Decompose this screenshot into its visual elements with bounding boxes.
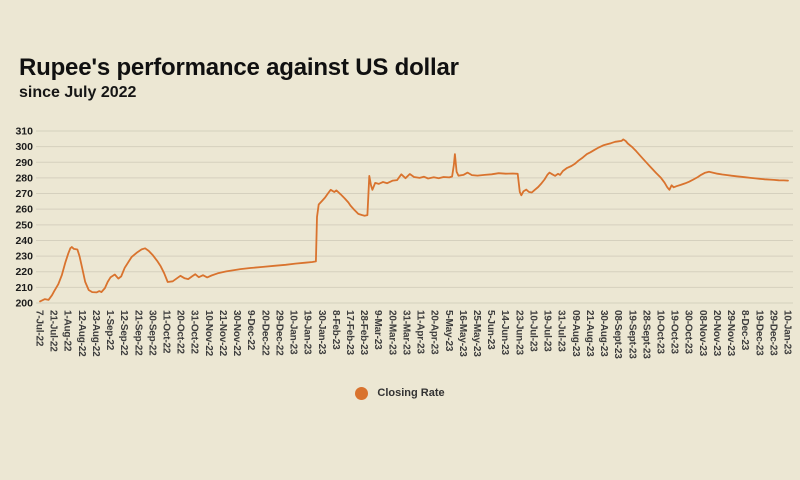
x-axis-tick-label: 21-Nov-22 <box>217 310 228 357</box>
y-axis-tick-label: 290 <box>15 157 33 169</box>
chart-header: Rupee's performance against US dollar si… <box>19 55 459 102</box>
x-axis-tick-label: 10-Oct-23 <box>654 310 665 354</box>
x-axis-tick-label: 12-Aug-22 <box>76 310 87 357</box>
page-title: Rupee's performance against US dollar <box>19 54 459 81</box>
x-axis-tick-label: 31-Oct-22 <box>189 310 200 354</box>
x-axis-tick-label: 19-Jan-23 <box>302 310 313 355</box>
x-axis-tick-label: 25-May-23 <box>471 310 482 357</box>
x-axis-tick-label: 8-Feb-23 <box>330 310 341 350</box>
x-axis-tick-label: 9-Mar-23 <box>372 310 383 350</box>
legend-dot-icon <box>355 386 369 400</box>
y-axis-tick-label: 260 <box>15 204 33 216</box>
x-axis-tick-label: 29-Dec-23 <box>767 310 778 356</box>
legend-label: Closing Rate <box>377 387 445 399</box>
y-axis-tick-label: 270 <box>15 188 33 200</box>
y-axis-tick-label: 300 <box>15 141 33 153</box>
x-axis-tick-label: 21-Sep-22 <box>132 310 143 356</box>
x-axis-tick-label: 30-Aug-23 <box>598 310 609 357</box>
x-axis-tick-label: 30-Oct-23 <box>683 310 694 354</box>
x-axis-tick-label: 11-Oct-22 <box>161 310 172 354</box>
y-axis-tick-label: 250 <box>15 219 33 231</box>
x-axis-tick-label: 10-Nov-22 <box>203 310 214 357</box>
x-axis-tick-label: 1-Sep-22 <box>104 310 115 351</box>
x-axis-tick-label: 1-Aug-22 <box>62 310 73 352</box>
x-axis-tick-label: 10-Jan-23 <box>288 310 299 355</box>
y-axis-tick-label: 230 <box>15 251 33 263</box>
x-axis-tick-label: 5-May-23 <box>443 310 454 352</box>
x-axis-tick-label: 16-May-23 <box>457 310 468 357</box>
y-axis-tick-label: 240 <box>15 235 33 247</box>
x-axis-tick-label: 5-Jun-23 <box>485 310 496 350</box>
x-axis-tick-label: 11-Apr-23 <box>415 310 426 354</box>
x-axis-tick-label: 08-Sept-23 <box>612 310 623 359</box>
y-axis-tick-label: 280 <box>15 172 33 184</box>
x-axis-tick-label: 9-Dec-22 <box>245 310 256 351</box>
x-axis-tick-label: 17-Feb-23 <box>344 310 355 356</box>
x-axis-tick-label: 19-Jul-23 <box>542 310 553 352</box>
x-axis-tick-label: 23-Aug-22 <box>90 310 101 357</box>
x-axis-tick-label: 20-Oct-22 <box>175 310 186 354</box>
x-axis-tick-label: 19-Dec-23 <box>753 310 764 356</box>
x-axis-tick-label: 20-Nov-23 <box>711 310 722 357</box>
x-axis-tick-label: 31-Mar-23 <box>400 310 411 356</box>
x-axis-tick-label: 21-Jul-22 <box>48 310 59 352</box>
page-subtitle: since July 2022 <box>19 84 137 101</box>
y-axis-tick-label: 310 <box>15 126 33 138</box>
y-axis-tick-label: 210 <box>15 282 33 294</box>
x-axis-tick-label: 10-Jan-23 <box>782 310 793 355</box>
legend: Closing Rate <box>0 385 800 401</box>
x-axis-tick-label: 19-Sept-23 <box>626 310 637 359</box>
x-axis-tick-label: 14-Jun-23 <box>499 310 510 356</box>
x-axis-tick-label: 28-Feb-23 <box>358 310 369 356</box>
x-axis-tick-label: 20-Mar-23 <box>386 310 397 356</box>
x-axis-tick-label: 31-Jul-23 <box>556 310 567 352</box>
x-axis-tick-label: 29-Dec-22 <box>273 310 284 356</box>
x-axis-tick-label: 30-Nov-22 <box>231 310 242 357</box>
x-axis-tick-label: 8-Dec-23 <box>739 310 750 351</box>
closing-rate-line <box>39 138 789 303</box>
x-axis-tick-label: 30-Sep-22 <box>146 310 157 356</box>
x-axis-tick-label: 12-Sep-22 <box>118 310 129 356</box>
x-axis-tick-label: 08-Nov-23 <box>697 310 708 357</box>
x-axis-tick-label: 20-Apr-23 <box>429 310 440 355</box>
x-axis-tick-label: 30-Jan-23 <box>316 310 327 355</box>
x-axis-tick-label: 28-Sept-23 <box>640 310 651 359</box>
x-axis-tick-label: 7-Jul-22 <box>34 310 45 347</box>
x-axis-tick-label: 10-Jul-23 <box>527 310 538 352</box>
x-axis-tick-label: 19-Oct-23 <box>669 310 680 354</box>
x-axis-tick-label: 20-Dec-22 <box>259 310 270 356</box>
y-axis-tick-label: 200 <box>15 298 33 310</box>
x-axis-tick-label: 29-Nov-23 <box>725 310 736 357</box>
y-axis-tick-label: 220 <box>15 266 33 278</box>
x-axis-tick-label: 23-Jun-23 <box>513 310 524 356</box>
x-axis-tick-label: 09-Aug-23 <box>570 310 581 357</box>
x-axis-tick-label: 21-Aug-23 <box>584 310 595 357</box>
